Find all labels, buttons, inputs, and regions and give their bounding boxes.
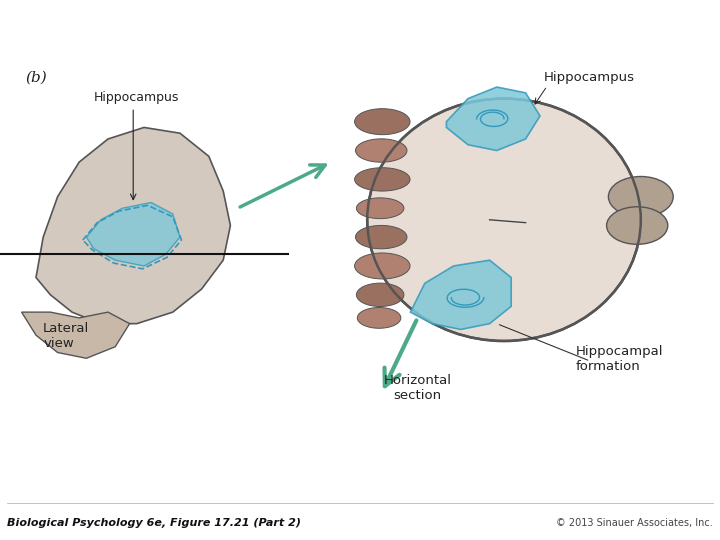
Polygon shape [410,260,511,329]
Polygon shape [36,127,230,323]
Ellipse shape [356,225,407,249]
Ellipse shape [357,307,401,328]
FancyArrowPatch shape [384,320,416,386]
Text: Lateral
view: Lateral view [43,322,89,350]
Polygon shape [86,202,180,266]
Text: Biological Psychology 6e, Figure 17.21 (Part 2): Biological Psychology 6e, Figure 17.21 (… [7,518,301,528]
Ellipse shape [608,177,673,217]
Ellipse shape [356,198,404,219]
Text: © 2013 Sinauer Associates, Inc.: © 2013 Sinauer Associates, Inc. [556,518,713,528]
FancyArrowPatch shape [240,165,325,207]
Ellipse shape [606,207,668,244]
Polygon shape [22,312,130,359]
Ellipse shape [367,99,641,341]
Text: Hippocampal
formation: Hippocampal formation [576,345,664,373]
Text: (b): (b) [25,70,47,84]
Ellipse shape [355,168,410,191]
Text: Hippocampus: Hippocampus [94,91,179,104]
Polygon shape [446,87,540,151]
Ellipse shape [355,109,410,134]
Ellipse shape [356,283,404,307]
Text: Figure 17.21  Long-Term Potentiation Occurs in the Hippocampus (Part 2): Figure 17.21 Long-Term Potentiation Occu… [7,10,565,25]
Ellipse shape [356,139,407,162]
Text: Hippocampus: Hippocampus [544,71,634,84]
Text: Horizontal
section: Horizontal section [384,374,451,402]
Ellipse shape [355,253,410,279]
